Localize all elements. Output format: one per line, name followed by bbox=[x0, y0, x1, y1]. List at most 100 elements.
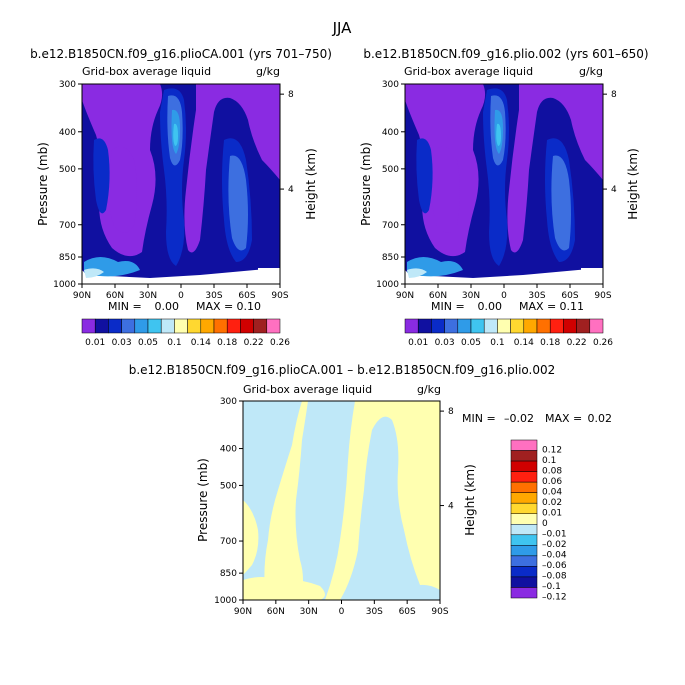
panel-2-contour-level-3b bbox=[551, 155, 571, 251]
panel-3-surface-positive bbox=[243, 577, 325, 600]
colorbar-swatch bbox=[81, 318, 96, 334]
colorbar-swatch bbox=[563, 318, 577, 334]
y-tick-label: 1000 bbox=[214, 596, 237, 606]
panel-1-plot bbox=[82, 84, 280, 284]
colorbar-swatch bbox=[160, 318, 175, 334]
colorbar-label: 0.14 bbox=[514, 338, 534, 348]
colorbar-swatch bbox=[187, 318, 202, 334]
y-tick-label: 500 bbox=[382, 165, 399, 175]
panel-2-max-value: 0.11 bbox=[560, 300, 585, 313]
colorbar-swatch bbox=[240, 318, 254, 334]
panel-2-y-ticks: 300 400 500 700 850 1000 bbox=[376, 80, 405, 290]
x-tick-label: 0 bbox=[339, 607, 345, 617]
colorbar-swatch bbox=[266, 318, 281, 334]
panel-1-contour-level-5 bbox=[173, 123, 178, 146]
colorbar-swatch bbox=[404, 318, 419, 334]
panel-3-min-label: MIN = bbox=[462, 412, 496, 425]
colorbar-swatch bbox=[510, 450, 538, 462]
y-tick-label: 1000 bbox=[53, 280, 76, 290]
colorbar-swatch bbox=[108, 318, 122, 334]
colorbar-swatch bbox=[510, 576, 538, 588]
colorbar-swatch bbox=[510, 460, 538, 472]
colorbar-swatch bbox=[510, 524, 538, 536]
panel-2-y-axis-label-right: Height (km) bbox=[626, 148, 640, 219]
panel-1-y-ticks-right: 84 bbox=[280, 90, 294, 195]
x-tick-label: 60S bbox=[561, 291, 578, 301]
y-tick-label: 300 bbox=[382, 80, 399, 90]
colorbar-label: 0.06 bbox=[542, 477, 562, 487]
y-tick-label: 700 bbox=[382, 221, 399, 231]
x-tick-label: 90S bbox=[271, 291, 288, 301]
panel-3-units: g/kg bbox=[417, 383, 441, 396]
colorbar-label: 0.18 bbox=[217, 338, 237, 348]
colorbar-swatch bbox=[444, 318, 459, 334]
colorbar-label: 0.05 bbox=[138, 338, 158, 348]
panel-3-y-ticks: 300 400 500 700 850 1000 bbox=[214, 397, 243, 606]
colorbar-label: 0 bbox=[542, 519, 548, 529]
colorbar-label: 0.1 bbox=[167, 338, 181, 348]
panel-2-title: b.e12.B1850CN.f09_g16.plio.002 (yrs 601–… bbox=[363, 47, 648, 61]
panel-2-missing-area bbox=[581, 268, 603, 284]
y-right-tick-label: 4 bbox=[288, 185, 294, 195]
colorbar-swatch bbox=[510, 481, 538, 493]
panel-2-colorbar: 0.01 0.03 0.05 0.1 0.14 0.18 0.22 0.26 bbox=[404, 318, 613, 348]
y-right-tick-label: 4 bbox=[611, 185, 617, 195]
panel-3-plot bbox=[243, 401, 440, 600]
panel-2-y-axis-label: Pressure (mb) bbox=[359, 142, 373, 226]
colorbar-label: 0.22 bbox=[244, 338, 264, 348]
colorbar-swatch bbox=[483, 318, 498, 334]
colorbar-swatch bbox=[417, 318, 432, 334]
colorbar-label: 0.05 bbox=[461, 338, 481, 348]
panel-3-x-ticks: 90N 60N 30N 0 30S 60S 90S bbox=[234, 600, 449, 617]
colorbar-label: 0.01 bbox=[542, 508, 562, 518]
x-tick-label: 30S bbox=[528, 291, 545, 301]
colorbar-swatch bbox=[510, 587, 538, 599]
y-tick-label: 850 bbox=[382, 253, 399, 263]
panel-3-max-label: MAX = bbox=[545, 412, 582, 425]
colorbar-label: 0.18 bbox=[540, 338, 560, 348]
colorbar-swatch bbox=[200, 318, 215, 334]
colorbar-swatch bbox=[121, 318, 136, 334]
colorbar-label: –0.08 bbox=[542, 572, 567, 582]
panel-2-min-label: MIN = bbox=[431, 300, 465, 313]
colorbar-label: –0.12 bbox=[542, 593, 567, 603]
panel-3-variable: Grid-box average liquid bbox=[243, 383, 372, 396]
panel-2-x-ticks: 90N 60N 30N 0 30S 60S 90S bbox=[396, 284, 612, 301]
colorbar-label: –0.04 bbox=[542, 551, 567, 561]
colorbar-swatch bbox=[523, 318, 538, 334]
panel-2-plot bbox=[405, 84, 603, 284]
colorbar-swatch bbox=[510, 566, 538, 578]
panel-3-y-axis-label: Pressure (mb) bbox=[196, 458, 210, 542]
x-tick-label: 90S bbox=[431, 607, 448, 617]
colorbar-label: –0.01 bbox=[542, 530, 567, 540]
panel-3-positive-region-b bbox=[243, 500, 259, 575]
panel-3-colorbar: 0.120.10.080.060.040.020.010–0.01–0.02–0… bbox=[510, 439, 567, 603]
y-tick-label: 500 bbox=[220, 481, 237, 491]
panel-1-units: g/kg bbox=[256, 65, 280, 78]
x-tick-label: 30S bbox=[366, 607, 383, 617]
y-tick-label: 400 bbox=[382, 128, 399, 138]
panel-2: b.e12.B1850CN.f09_g16.plio.002 (yrs 601–… bbox=[359, 47, 649, 348]
y-tick-label: 300 bbox=[59, 80, 76, 90]
panel-1-colorbar: 0.01 0.03 0.05 0.1 0.14 0.18 0.22 0.26 bbox=[81, 318, 290, 348]
x-tick-label: 60N bbox=[429, 291, 447, 301]
colorbar-label: 0.14 bbox=[191, 338, 211, 348]
y-tick-label: 1000 bbox=[376, 280, 399, 290]
panel-2-contour-level-0b bbox=[507, 84, 603, 253]
colorbar-label: 0.02 bbox=[542, 498, 562, 508]
panel-2-contour-level-0c bbox=[430, 146, 460, 233]
panel-1-min-value: 0.00 bbox=[155, 300, 180, 313]
colorbar-swatch bbox=[94, 318, 109, 334]
colorbar-label: 0.1 bbox=[490, 338, 504, 348]
y-tick-label: 700 bbox=[220, 537, 237, 547]
colorbar-swatch bbox=[576, 318, 591, 334]
panel-1-variable: Grid-box average liquid bbox=[82, 65, 211, 78]
colorbar-swatch bbox=[510, 318, 525, 334]
panel-3: b.e12.B1850CN.f09_g16.plioCA.001 – b.e12… bbox=[129, 363, 612, 617]
x-tick-label: 0 bbox=[178, 291, 184, 301]
panel-3-positive-region-a bbox=[264, 401, 308, 600]
colorbar-swatch bbox=[510, 513, 538, 525]
x-tick-label: 30N bbox=[462, 291, 480, 301]
y-tick-label: 700 bbox=[59, 221, 76, 231]
